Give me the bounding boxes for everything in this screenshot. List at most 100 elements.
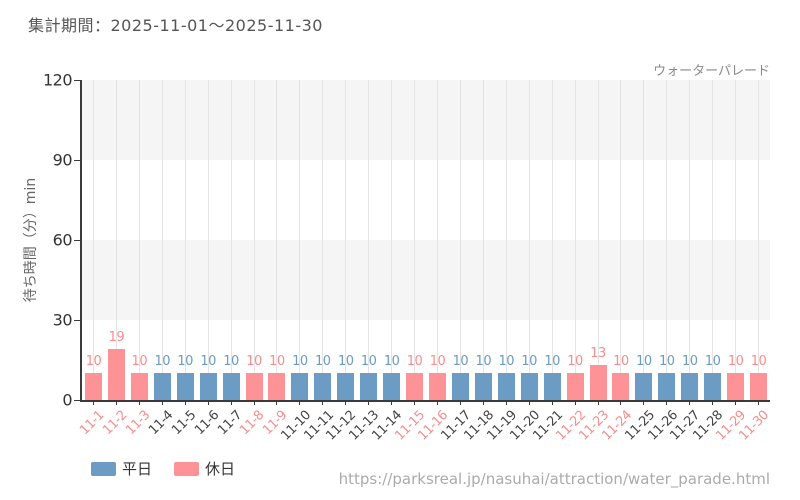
bar-11-26[interactable] <box>658 373 676 400</box>
source-url: https://parksreal.jp/nasuhai/attraction/… <box>338 470 770 488</box>
bar-value-label: 10 <box>85 354 102 370</box>
bar-value-label: 10 <box>727 354 744 370</box>
vertical-gridline <box>138 80 140 400</box>
vertical-gridline <box>230 80 232 400</box>
bar-11-6[interactable] <box>199 373 217 400</box>
bar-11-19[interactable] <box>497 373 515 400</box>
bar-value-label: 10 <box>246 354 262 370</box>
bar-11-21[interactable] <box>543 373 561 400</box>
x-axis-label-11-3: 11-3 <box>122 408 153 439</box>
vertical-gridline <box>505 80 507 400</box>
x-axis-tick <box>712 400 714 405</box>
bar-11-2[interactable] <box>107 349 125 400</box>
bar-11-11[interactable] <box>314 373 332 400</box>
x-axis-tick <box>436 400 438 405</box>
bar-11-22[interactable] <box>566 373 584 400</box>
bar-11-25[interactable] <box>635 373 653 400</box>
bar-value-label: 10 <box>750 354 767 370</box>
bar-value-label: 13 <box>590 346 606 362</box>
vertical-gridline <box>436 80 438 400</box>
bar-11-3[interactable] <box>130 373 148 400</box>
x-axis-tick <box>92 400 94 405</box>
vertical-gridline <box>528 80 530 400</box>
bar-11-7[interactable] <box>222 373 240 400</box>
bar-11-20[interactable] <box>520 373 538 400</box>
bar-11-27[interactable] <box>681 373 699 400</box>
y-axis-tick <box>74 79 80 81</box>
x-axis-tick <box>345 400 347 405</box>
vertical-gridline <box>207 80 209 400</box>
vertical-gridline <box>620 80 622 400</box>
x-axis-tick <box>276 400 278 405</box>
weekday-color-swatch <box>91 461 116 476</box>
bar-value-label: 10 <box>269 354 285 370</box>
vertical-gridline <box>643 80 645 400</box>
bar-value-label: 10 <box>292 354 308 370</box>
vertical-gridline <box>115 80 117 400</box>
bar-11-28[interactable] <box>704 373 722 400</box>
vertical-gridline <box>597 80 599 400</box>
x-axis-tick <box>184 400 186 405</box>
vertical-gridline <box>735 80 737 400</box>
y-axis-tick <box>74 399 80 401</box>
vertical-gridline <box>574 80 576 400</box>
x-axis-tick <box>368 400 370 405</box>
bar-11-1[interactable] <box>84 373 102 400</box>
vertical-gridline <box>92 80 94 400</box>
bar-value-label: 10 <box>360 354 377 370</box>
bar-11-4[interactable] <box>153 373 171 400</box>
bar-11-17[interactable] <box>451 373 469 400</box>
bar-11-23[interactable] <box>589 365 607 400</box>
legend-item-weekday[interactable]: 平日 <box>91 458 152 479</box>
vertical-gridline <box>666 80 668 400</box>
bar-11-5[interactable] <box>176 373 194 400</box>
bar-11-8[interactable] <box>245 373 263 400</box>
bar-value-label: 10 <box>337 354 354 370</box>
x-axis-tick <box>551 400 553 405</box>
x-axis-tick <box>689 400 691 405</box>
vertical-gridline <box>712 80 714 400</box>
plot-band <box>82 160 770 240</box>
bar-11-30[interactable] <box>750 373 768 400</box>
bar-value-label: 10 <box>475 354 492 370</box>
x-axis-tick <box>574 400 576 405</box>
vertical-gridline <box>758 80 760 400</box>
bar-11-10[interactable] <box>291 373 309 400</box>
bar-value-label: 10 <box>544 354 560 370</box>
x-axis-tick <box>322 400 324 405</box>
x-axis-label-11-6: 11-6 <box>191 408 222 439</box>
bar-value-label: 10 <box>200 354 216 370</box>
vertical-gridline <box>414 80 416 400</box>
x-axis-tick <box>253 400 255 405</box>
vertical-gridline <box>184 80 186 400</box>
bar-value-label: 10 <box>613 354 629 370</box>
bar-11-15[interactable] <box>406 373 424 400</box>
bar-11-9[interactable] <box>268 373 286 400</box>
legend-item-holiday[interactable]: 休日 <box>174 458 235 479</box>
bar-value-label: 10 <box>567 354 583 370</box>
y-axis-tick <box>74 319 80 321</box>
bar-11-18[interactable] <box>474 373 492 400</box>
series-name-label: ウォーターパレード <box>653 64 770 79</box>
plot-band <box>82 80 770 160</box>
x-axis-label-11-5: 11-5 <box>168 408 199 439</box>
holiday-color-swatch <box>174 461 200 476</box>
bar-value-label: 10 <box>383 354 400 370</box>
vertical-gridline <box>551 80 553 400</box>
bar-value-label: 10 <box>131 354 148 370</box>
vertical-gridline <box>368 80 370 400</box>
x-axis-tick <box>207 400 209 405</box>
vertical-gridline <box>299 80 301 400</box>
x-axis-tick <box>735 400 737 405</box>
bar-11-14[interactable] <box>383 373 401 400</box>
bar-11-29[interactable] <box>727 373 745 400</box>
bar-11-13[interactable] <box>360 373 378 400</box>
bar-11-24[interactable] <box>612 373 630 400</box>
vertical-gridline <box>345 80 347 400</box>
bar-11-12[interactable] <box>337 373 355 400</box>
x-axis-tick <box>482 400 484 405</box>
x-axis-tick <box>391 400 393 405</box>
bar-value-label: 10 <box>521 354 537 370</box>
bar-11-16[interactable] <box>428 373 446 400</box>
